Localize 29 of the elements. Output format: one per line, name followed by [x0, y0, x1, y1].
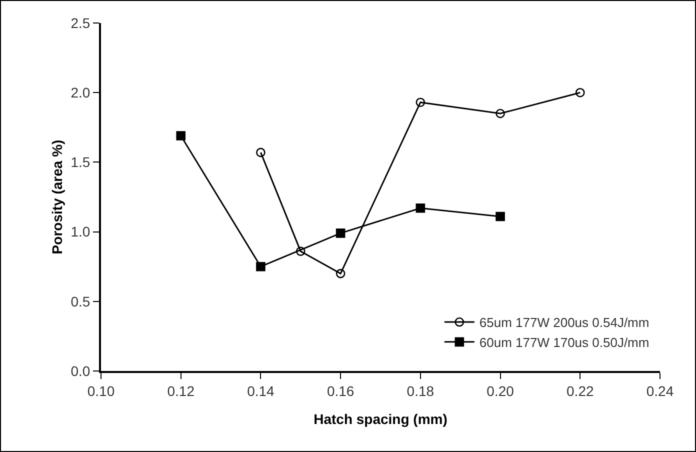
legend-label: 65um 177W 200us 0.54J/mm	[479, 315, 650, 330]
x-tick-label: 0.22	[566, 382, 594, 399]
x-tick-label: 0.16	[326, 382, 354, 399]
point	[496, 108, 505, 118]
point	[256, 148, 266, 158]
y-axis-title: Porosity (area %)	[49, 140, 65, 254]
y-tick-label: 1.0	[70, 224, 90, 240]
y-tick-label: 2.5	[70, 14, 90, 31]
x-tick-label: 0.24	[646, 382, 674, 399]
point	[296, 246, 306, 256]
point	[176, 131, 186, 140]
y-tick-label: 0.5	[70, 293, 90, 310]
x-axis-title: Hatch spacing (mm)	[314, 411, 448, 427]
point	[575, 88, 585, 98]
point	[256, 262, 266, 272]
point	[496, 212, 505, 222]
point	[416, 203, 426, 213]
x-tick-label: 0.20	[486, 382, 514, 399]
y-tick-label: 2.0	[70, 84, 90, 100]
y-tick-label: 0.0	[70, 362, 90, 379]
point	[416, 98, 426, 107]
legend-label: 60um 177W 170us 0.50J/mm	[479, 335, 650, 350]
point	[336, 268, 346, 278]
point	[336, 228, 346, 238]
x-tick-label: 0.12	[167, 382, 195, 399]
x-tick-label: 0.14	[247, 382, 275, 399]
y-tick-label: 1.5	[70, 154, 90, 170]
x-tick-label: 0.18	[406, 382, 434, 399]
x-tick-label: 0.10	[87, 382, 115, 399]
